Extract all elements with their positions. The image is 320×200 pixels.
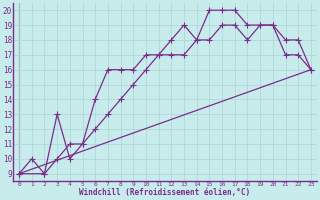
X-axis label: Windchill (Refroidissement éolien,°C): Windchill (Refroidissement éolien,°C) (79, 188, 251, 197)
